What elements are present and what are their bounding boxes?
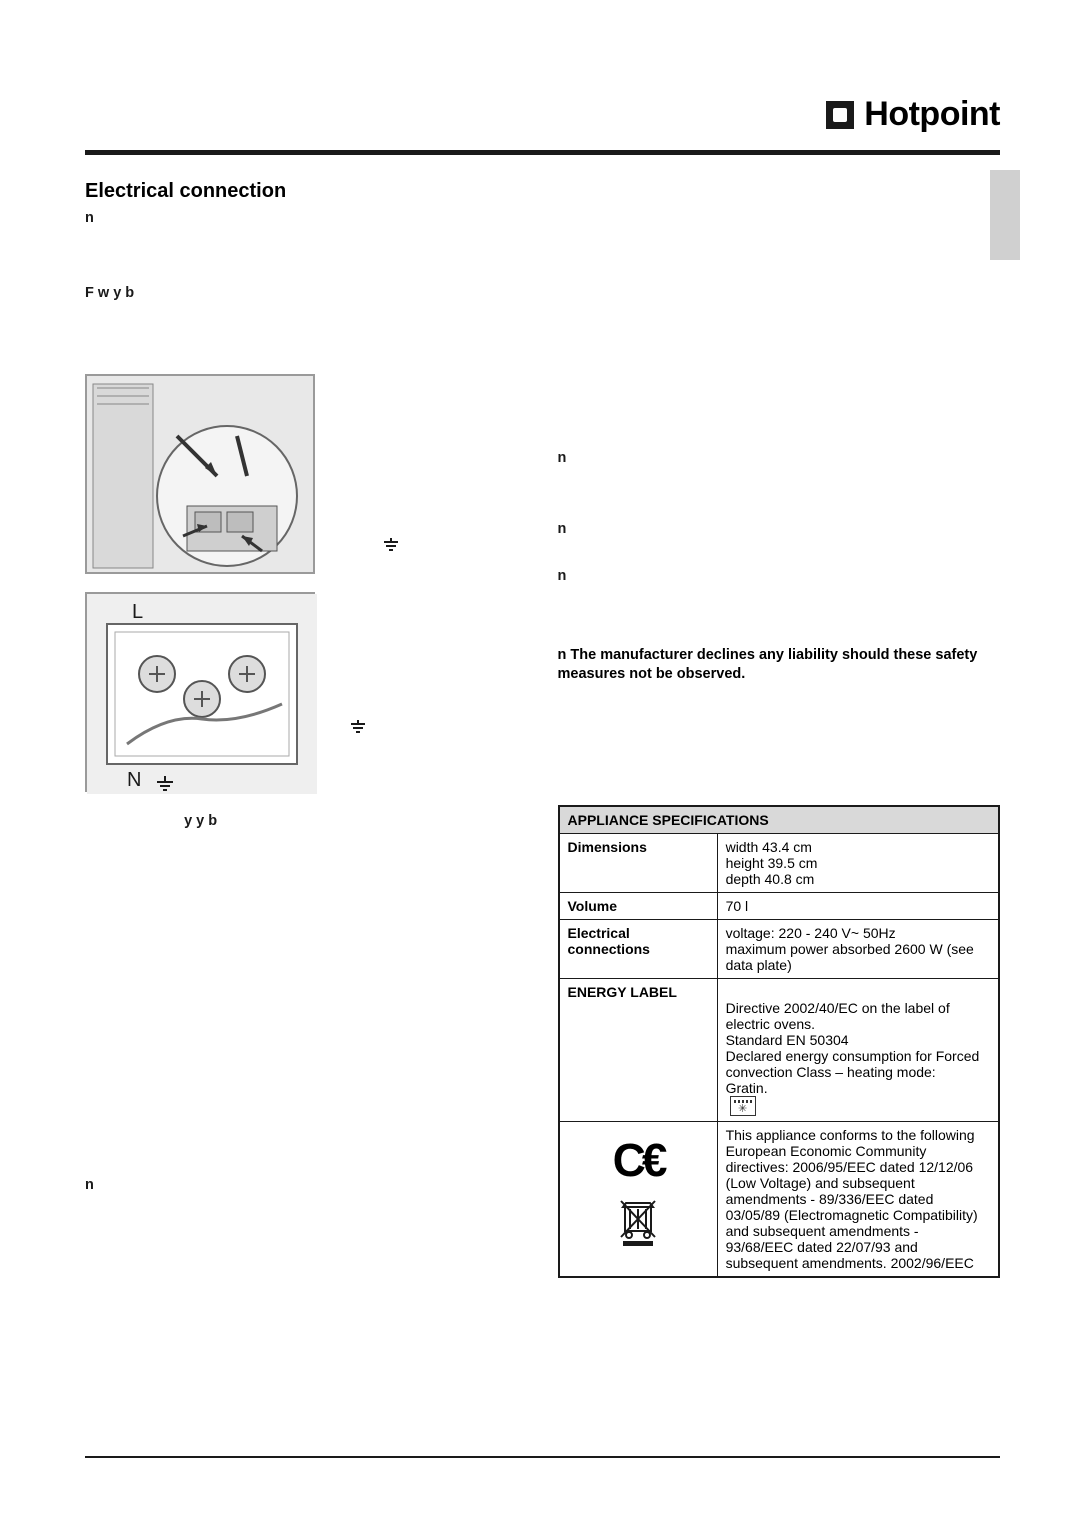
table-row: C€ (559, 1121, 1000, 1277)
weee-icon (617, 1197, 659, 1250)
svg-text:L: L (132, 601, 143, 623)
svg-text:N: N (127, 769, 141, 791)
caption-line: xxx xx xxxx xxx x (331, 673, 528, 693)
top-rule (85, 150, 1000, 155)
spec-value: Directive 2002/40/EC on the label of ele… (717, 978, 999, 1121)
left-column: Electrical connection n xxxxxx xxxxxx xx… (85, 180, 528, 1278)
right-column: xxxxx xx xx xxxxxxx xxxx xx xx xxx xx xx… (558, 180, 1001, 1278)
right-intro: xxxxx xx xx xxxxxxx xxxx xx xx xxx xx xx… (558, 182, 1001, 437)
table-row: Dimensions width 43.4 cm height 39.5 cm … (559, 833, 1000, 892)
section-title: Electrical connection (85, 180, 528, 203)
sub-heading: F w y b xxx xxx xxxxx xxxxx xxxx xxx xxx… (85, 284, 528, 351)
spec-value: voltage: 220 - 240 V~ 50Hz maximum power… (717, 919, 999, 978)
table-row: Electrical connections voltage: 220 - 24… (559, 919, 1000, 978)
caption-line: xx xxxx (331, 538, 528, 559)
bottom-block: n xxxxxx xxx xxx xx xxxxx xxx xxx xx xx … (85, 1176, 528, 1243)
spec-label: Electrical connections (559, 919, 718, 978)
heating-mode-icon (730, 1096, 756, 1116)
intro-paragraph: n xxxxxx xxxxxx xx xxxx xxx xxxxx xx xxx… (85, 209, 528, 272)
wiring-illustration-1 (87, 376, 315, 574)
wiring-diagram-2: L N (85, 592, 315, 792)
bottom-rule (85, 1456, 1000, 1458)
ground-icon (383, 538, 399, 559)
brand-icon (826, 101, 854, 129)
caption-line: xxx xxxxxx (331, 768, 528, 788)
ground-icon (350, 720, 366, 741)
caption-line: xxx xx xxx xxx xxx x (331, 650, 528, 670)
spec-table: APPLIANCE SPECIFICATIONS Dimensions widt… (558, 805, 1001, 1278)
brand-logo: Hotpoint (826, 95, 1000, 134)
brand-name: Hotpoint (864, 95, 1000, 134)
spec-value: 70 l (717, 892, 999, 919)
content-area: Electrical connection n xxxxxx xxxxxx xx… (85, 180, 1000, 1468)
ce-mark-icon: C€ (568, 1133, 709, 1187)
spec-value: width 43.4 cm height 39.5 cm depth 40.8 … (717, 833, 999, 892)
spec-value: This appliance conforms to the following… (717, 1121, 999, 1277)
page-number: 5 (992, 1473, 1000, 1490)
diagram-caption-col: x xxxx xxx xx xxxx xx xxxx x xxxxx xx xx… (331, 362, 528, 792)
marker-n-r2: n (558, 521, 567, 537)
caption-line: xxxxx xx xxx (331, 467, 528, 487)
spec-label: Dimensions (559, 833, 718, 892)
safety-text: The manufacturer declines any liability … (558, 647, 978, 683)
caption-line: xx (331, 720, 528, 741)
marker-n-1: n (85, 210, 94, 226)
sub-markers: F w y b (85, 285, 134, 301)
caption-line: xx xxx x xxxx (331, 444, 528, 464)
spec-label: ENERGY LABEL (559, 978, 718, 1121)
diagram-row-1: L N (85, 362, 528, 806)
spec-label-ce: C€ (559, 1121, 718, 1277)
caption-line: x xxxxxx xx xx xx (331, 491, 528, 511)
caption-line: xxxx x xxxxx xx (331, 420, 528, 440)
caption-line: xx xxxx xxxx xx (331, 562, 528, 582)
page: Hotpoint Electrical connection n xxxxxx … (0, 0, 1080, 1528)
table-row: ENERGY LABEL Directive 2002/40/EC on the… (559, 978, 1000, 1121)
caption-line: x xxxx xxx xx xxxx xx (331, 396, 528, 416)
spec-header: APPLIANCE SPECIFICATIONS (559, 806, 1000, 834)
safety-notice: n The manufacturer declines any liabilit… (558, 646, 1001, 685)
mid-block: xxxxxx xxxx xx y y b xxxxx xxxx xxxx xxx… (85, 812, 528, 1161)
marker-n-r1: n (558, 450, 567, 466)
diagram-col: L N (85, 362, 315, 806)
wiring-diagram-1 (85, 374, 315, 574)
wiring-illustration-2: L N (87, 594, 317, 794)
right-bullets: n xx xxxxxx xx xxx xxxxxxx xx xxxxx xx x… (558, 449, 1001, 634)
marker-n-safety: n (558, 647, 567, 663)
spec-label: Volume (559, 892, 718, 919)
caption-line: x xxxxx xxx x xx (331, 745, 528, 765)
two-column-layout: Electrical connection n xxxxxx xxxxxx xx… (85, 180, 1000, 1278)
table-row: Volume 70 l (559, 892, 1000, 919)
caption-line: xxx xx xxxx x xx (331, 697, 528, 717)
caption-line: x xxxxx xxxx xxx (331, 626, 528, 646)
marker-n-bottom: n (85, 1177, 94, 1193)
marker-n-r3: n (558, 568, 567, 584)
caption-line: xxx xxxx xxxx (331, 514, 528, 534)
mid-heading: xxxxxx xxxx xx y y b (85, 812, 528, 832)
